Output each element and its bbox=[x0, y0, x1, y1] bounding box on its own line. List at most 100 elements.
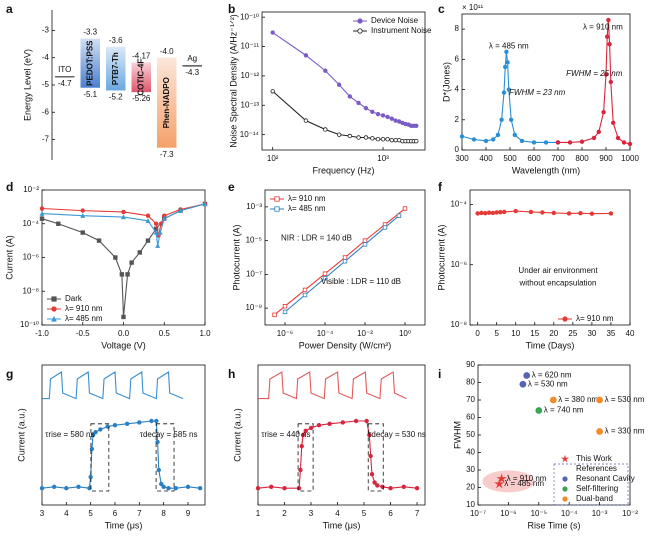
legend-box bbox=[553, 463, 629, 506]
data-line bbox=[41, 203, 206, 246]
marker bbox=[154, 418, 159, 424]
marker bbox=[621, 140, 627, 145]
marker bbox=[302, 292, 308, 298]
x-tick-label: 10⁻⁷ bbox=[470, 509, 486, 518]
x-tick-label: 3 bbox=[309, 509, 314, 518]
zoom-box bbox=[297, 423, 314, 492]
point-label: λ = 380 nm bbox=[558, 395, 598, 404]
marker bbox=[145, 238, 151, 243]
marker bbox=[119, 272, 125, 277]
marker bbox=[372, 480, 377, 485]
marker bbox=[475, 211, 480, 216]
zoom-box bbox=[367, 423, 384, 492]
y-tick-label: 10⁻¹⁰ bbox=[240, 12, 259, 21]
x-tick-label: 600 bbox=[527, 154, 541, 163]
marker bbox=[96, 238, 102, 243]
marker bbox=[502, 209, 507, 215]
energy-band bbox=[157, 57, 177, 148]
marker bbox=[302, 287, 308, 293]
marker bbox=[270, 89, 275, 94]
plot-frame bbox=[261, 11, 426, 151]
marker bbox=[56, 221, 61, 226]
y-multiplier: × 10¹¹ bbox=[462, 3, 483, 12]
legend-marker bbox=[51, 315, 57, 322]
marker bbox=[298, 467, 303, 473]
marker bbox=[89, 446, 95, 452]
y-tick-label: 70 bbox=[466, 395, 475, 404]
marker bbox=[513, 208, 518, 214]
marker bbox=[601, 110, 606, 115]
marker bbox=[270, 30, 275, 35]
x-tick-label: 900 bbox=[599, 154, 613, 163]
level-label: -4.0 bbox=[160, 47, 174, 56]
marker bbox=[370, 136, 375, 141]
annotation: τrise = 440 ns bbox=[261, 430, 310, 439]
x-tick-label: 10³ bbox=[377, 154, 389, 163]
marker bbox=[494, 478, 505, 489]
y-axis-title: Energy Level (eV) bbox=[22, 49, 32, 121]
x-tick-label: 6 bbox=[388, 509, 393, 518]
x-axis-title: Time (μs) bbox=[323, 520, 361, 530]
x-tick-label: 9 bbox=[186, 509, 191, 518]
marker bbox=[173, 486, 179, 491]
marker bbox=[300, 432, 306, 438]
x-tick-label: 0 bbox=[475, 329, 480, 338]
marker bbox=[382, 225, 388, 230]
point-label: λ = 740 nm bbox=[544, 406, 584, 415]
marker bbox=[153, 221, 159, 226]
marker bbox=[579, 139, 585, 144]
y-tick-label: 40 bbox=[466, 448, 475, 457]
y-tick-label: 10⁻¹⁰ bbox=[20, 320, 39, 329]
marker bbox=[369, 472, 375, 477]
marker bbox=[299, 444, 304, 449]
y-axis-title: Photocurrent (A) bbox=[436, 224, 446, 290]
x-tick-label: -0.5 bbox=[76, 329, 90, 338]
marker bbox=[342, 255, 348, 260]
annotation: Under air environment bbox=[518, 266, 598, 275]
plot-frame bbox=[461, 13, 631, 151]
marker bbox=[282, 304, 288, 309]
data-line bbox=[284, 215, 400, 313]
x-tick-label: 10⁻⁴ bbox=[317, 329, 334, 338]
marker bbox=[483, 138, 489, 144]
x-tick-label: 2 bbox=[282, 509, 287, 518]
marker bbox=[363, 105, 369, 111]
marker bbox=[606, 17, 611, 23]
marker bbox=[322, 271, 328, 276]
energy-band bbox=[106, 46, 126, 91]
zoom-box bbox=[90, 423, 110, 492]
marker bbox=[272, 312, 277, 318]
legend-label: This Work bbox=[576, 454, 613, 463]
marker bbox=[98, 427, 103, 432]
annotation: τrise = 580 ns bbox=[45, 430, 94, 439]
y-tick-label: 10⁻¹³ bbox=[241, 100, 260, 109]
annotation: τdecay = 585 ns bbox=[140, 430, 198, 439]
y-tick-label: 6 bbox=[455, 54, 460, 63]
marker bbox=[362, 242, 368, 247]
energy-band bbox=[131, 62, 151, 93]
x-tick-label: 10⁻⁶ bbox=[500, 509, 516, 518]
x-tick-label: 15 bbox=[530, 329, 539, 338]
y-tick-label: -6 bbox=[42, 107, 50, 116]
x-axis-title: Voltage (V) bbox=[101, 340, 146, 350]
x-tick-label: 1000 bbox=[621, 154, 639, 163]
y-tick-label: 10⁻⁸ bbox=[451, 320, 468, 329]
marker bbox=[605, 34, 610, 39]
marker bbox=[308, 425, 314, 431]
y-tick-label: 8 bbox=[455, 24, 460, 33]
y-tick-label: -5 bbox=[42, 80, 50, 89]
y-tick-label: 10 bbox=[466, 500, 475, 509]
marker bbox=[327, 421, 332, 426]
marker bbox=[336, 82, 342, 87]
marker bbox=[380, 484, 385, 489]
marker bbox=[389, 137, 394, 143]
marker bbox=[401, 484, 406, 489]
y-axis-title: Noise Spectral Density (A/Hz⁻¹ᐟ²) bbox=[228, 14, 238, 148]
x-axis-title: Frequency (Hz) bbox=[312, 165, 374, 175]
y-axis-title: Current (a.u.) bbox=[232, 408, 242, 462]
panel-letter: i bbox=[438, 367, 441, 381]
annotation: FWHM = 23 nm bbox=[509, 88, 566, 97]
marker bbox=[504, 49, 509, 54]
y-tick-label: 20 bbox=[466, 483, 475, 492]
marker bbox=[512, 132, 517, 138]
